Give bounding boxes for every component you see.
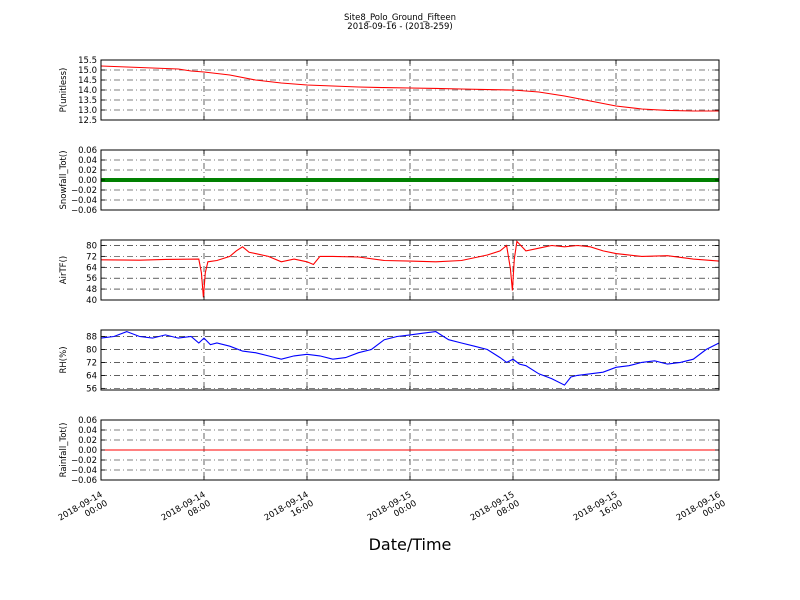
y-tick-label: 56 bbox=[86, 384, 97, 394]
x-axis-label: Date/Time bbox=[369, 535, 452, 554]
y-tick-label: −0.06 bbox=[71, 476, 97, 486]
panel-3: 88 80 72 64 56 RH(%) bbox=[59, 329, 720, 394]
y-tick-label: 13.0 bbox=[78, 106, 97, 116]
y-tick-label: 14.0 bbox=[78, 86, 97, 96]
chart-subtitle: 2018-09-16 - (2018-259) bbox=[347, 22, 452, 32]
y-tick-label: 12.5 bbox=[78, 116, 97, 126]
x-tick-label: 2018-09-1408:00 bbox=[160, 490, 213, 532]
y-tick-label: 80 bbox=[86, 241, 97, 251]
y-axis-label: P(unitless) bbox=[59, 68, 69, 113]
y-axis-label: Rainfall_Tot() bbox=[59, 423, 69, 478]
panel-4: 0.060.040.020.00−0.02−0.04−0.06Rainfall_… bbox=[59, 416, 720, 486]
y-tick-label: −0.02 bbox=[71, 456, 97, 466]
panel-1: 0.060.040.020.00−0.02−0.04−0.06Snowfall_… bbox=[59, 146, 720, 216]
y-tick-label: 0.00 bbox=[78, 176, 97, 186]
y-tick-label: 64 bbox=[86, 371, 97, 381]
y-axis-label: Snowfall_Tot() bbox=[59, 150, 69, 209]
y-tick-label: 88 bbox=[86, 332, 97, 342]
y-tick-label: 15.0 bbox=[78, 66, 97, 76]
chart-title: Site8_Polo_Ground_Fifteen bbox=[344, 13, 456, 23]
series-line bbox=[100, 240, 720, 298]
x-tick-label: 2018-09-1416:00 bbox=[263, 490, 316, 532]
x-tick-label: 2018-09-1516:00 bbox=[572, 490, 625, 532]
y-tick-label: 0.06 bbox=[78, 146, 97, 156]
y-tick-label: 13.5 bbox=[78, 96, 97, 106]
y-axis-label: RH(%) bbox=[59, 346, 69, 373]
y-tick-label: 80 bbox=[86, 345, 97, 355]
x-tick-label: 2018-09-1600:00 bbox=[675, 490, 728, 532]
y-tick-label: 0.04 bbox=[78, 156, 97, 166]
y-tick-label: 15.5 bbox=[78, 56, 97, 66]
x-axis: 2018-09-1400:00 2018-09-1408:00 2018-09-14… bbox=[57, 490, 728, 532]
x-tick-label: 2018-09-1400:00 bbox=[57, 490, 110, 532]
y-tick-label: 56 bbox=[86, 274, 97, 284]
x-tick-label: 2018-09-1508:00 bbox=[469, 490, 522, 532]
y-tick-label: 0.04 bbox=[78, 426, 97, 436]
y-tick-label: 40 bbox=[86, 296, 97, 306]
y-tick-label: 14.5 bbox=[78, 76, 97, 86]
series-line bbox=[100, 65, 719, 112]
y-tick-label: −0.02 bbox=[71, 186, 97, 196]
y-tick-label: 48 bbox=[86, 285, 97, 295]
x-tick-label: 2018-09-1500:00 bbox=[366, 490, 419, 532]
y-tick-label: 0.00 bbox=[78, 446, 97, 456]
y-tick-label: 0.02 bbox=[78, 436, 97, 446]
y-axis-label: AirTF() bbox=[59, 256, 69, 284]
y-tick-label: −0.06 bbox=[71, 206, 97, 216]
y-tick-label: 72 bbox=[86, 252, 97, 262]
y-tick-label: −0.04 bbox=[71, 196, 97, 206]
y-tick-label: 72 bbox=[86, 358, 97, 368]
y-tick-label: 64 bbox=[86, 263, 97, 273]
series-line bbox=[100, 331, 720, 386]
panel-0: 15.515.014.514.013.513.012.5 P(unitless) bbox=[59, 56, 720, 126]
y-tick-label: 0.02 bbox=[78, 166, 97, 176]
y-tick-label: 0.06 bbox=[78, 416, 97, 426]
panels: 15.515.014.514.013.513.012.5 P(unitless) 0… bbox=[59, 56, 720, 486]
y-tick-label: −0.04 bbox=[71, 466, 97, 476]
